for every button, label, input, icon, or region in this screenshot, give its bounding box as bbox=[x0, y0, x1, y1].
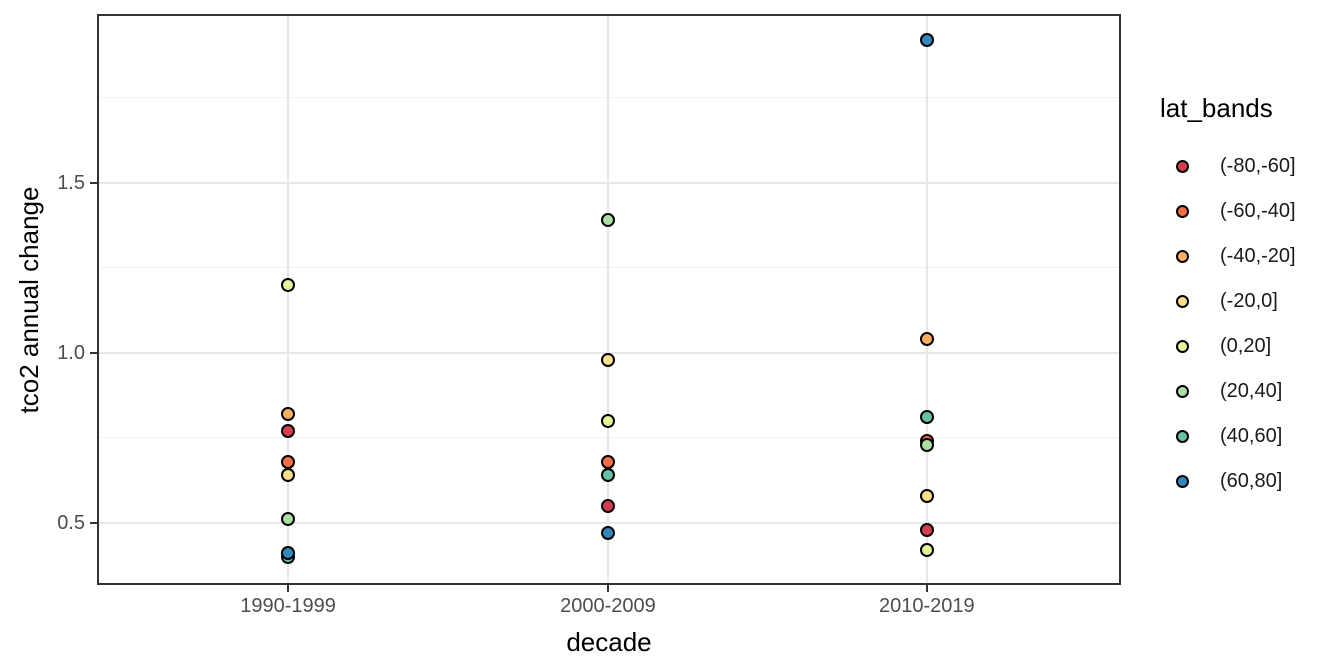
x-tick-label: 2010-2019 bbox=[879, 595, 975, 617]
data-point bbox=[281, 277, 296, 292]
legend-key-icon bbox=[1176, 340, 1189, 353]
legend-key-icon bbox=[1176, 205, 1189, 218]
y-tick-mark bbox=[90, 521, 98, 524]
x-axis-title: decade bbox=[566, 627, 652, 657]
x-tick-label: 2000-2009 bbox=[560, 595, 656, 617]
y-tick-mark bbox=[90, 351, 98, 354]
data-point bbox=[600, 498, 615, 513]
x-tick-mark bbox=[925, 584, 928, 592]
data-point bbox=[919, 488, 934, 503]
y-gridline-major bbox=[98, 181, 1120, 184]
legend-item: (20,40] bbox=[1160, 369, 1342, 414]
data-point bbox=[600, 526, 615, 540]
legend: lat_bands (-80,-60] (-60,-40] (-40,-20] (-2… bbox=[1160, 93, 1342, 504]
data-point bbox=[919, 522, 934, 537]
data-point bbox=[600, 413, 615, 428]
legend-item: (40,60] bbox=[1160, 414, 1342, 459]
data-point bbox=[281, 424, 296, 439]
data-point bbox=[919, 410, 934, 425]
y-gridline-minor bbox=[98, 437, 1120, 439]
legend-items: (-80,-60] (-60,-40] (-40,-20] (-20,0] (0,20]… bbox=[1160, 144, 1342, 504]
legend-key-icon bbox=[1176, 430, 1189, 443]
data-point bbox=[600, 352, 615, 367]
x-gridline-major bbox=[606, 15, 609, 584]
legend-key-icon bbox=[1176, 250, 1189, 263]
x-tick-label: 1990-1999 bbox=[240, 595, 336, 617]
legend-label: (-20,0] bbox=[1220, 290, 1278, 312]
legend-item: (60,80] bbox=[1160, 459, 1342, 504]
y-gridline-major bbox=[98, 521, 1120, 524]
y-tick-label: 1.5 bbox=[57, 171, 85, 194]
y-tick-label: 1.0 bbox=[57, 341, 85, 364]
data-point bbox=[919, 543, 934, 557]
y-gridline-minor bbox=[98, 267, 1120, 269]
legend-item: (-60,-40] bbox=[1160, 189, 1342, 234]
x-gridline-major bbox=[925, 15, 928, 584]
legend-label: (-80,-60] bbox=[1220, 155, 1296, 177]
data-point bbox=[919, 33, 934, 48]
x-tick-mark bbox=[287, 584, 290, 592]
legend-label: (0,20] bbox=[1220, 335, 1272, 357]
legend-key-icon bbox=[1176, 385, 1189, 398]
data-point bbox=[281, 512, 296, 527]
legend-key-icon bbox=[1176, 475, 1189, 488]
y-tick-label: 0.5 bbox=[57, 511, 85, 534]
legend-item: (-20,0] bbox=[1160, 279, 1342, 324]
data-point bbox=[281, 468, 296, 483]
data-point bbox=[919, 332, 934, 347]
data-point bbox=[600, 213, 615, 228]
y-gridline-minor bbox=[98, 97, 1120, 99]
data-point bbox=[281, 546, 296, 561]
plot-panel bbox=[98, 15, 1120, 584]
legend-label: (-60,-40] bbox=[1220, 200, 1296, 222]
legend-label: (40,60] bbox=[1220, 425, 1283, 447]
data-point bbox=[919, 437, 934, 452]
legend-item: (0,20] bbox=[1160, 324, 1342, 369]
legend-key-icon bbox=[1176, 160, 1189, 173]
data-point bbox=[600, 468, 615, 483]
x-gridline-major bbox=[287, 15, 290, 584]
legend-label: (20,40] bbox=[1220, 380, 1283, 402]
y-tick-mark bbox=[90, 181, 98, 184]
legend-item: (-80,-60] bbox=[1160, 144, 1342, 189]
legend-title: lat_bands bbox=[1160, 93, 1273, 123]
legend-label: (-40,-20] bbox=[1220, 245, 1296, 267]
data-point bbox=[600, 454, 615, 469]
x-tick-mark bbox=[606, 584, 609, 592]
legend-key-icon bbox=[1176, 295, 1189, 308]
legend-item: (-40,-20] bbox=[1160, 234, 1342, 279]
data-point bbox=[281, 454, 296, 469]
data-point bbox=[281, 407, 296, 422]
legend-label: (60,80] bbox=[1220, 470, 1283, 492]
y-axis-title: tco2 annual change bbox=[14, 186, 44, 414]
